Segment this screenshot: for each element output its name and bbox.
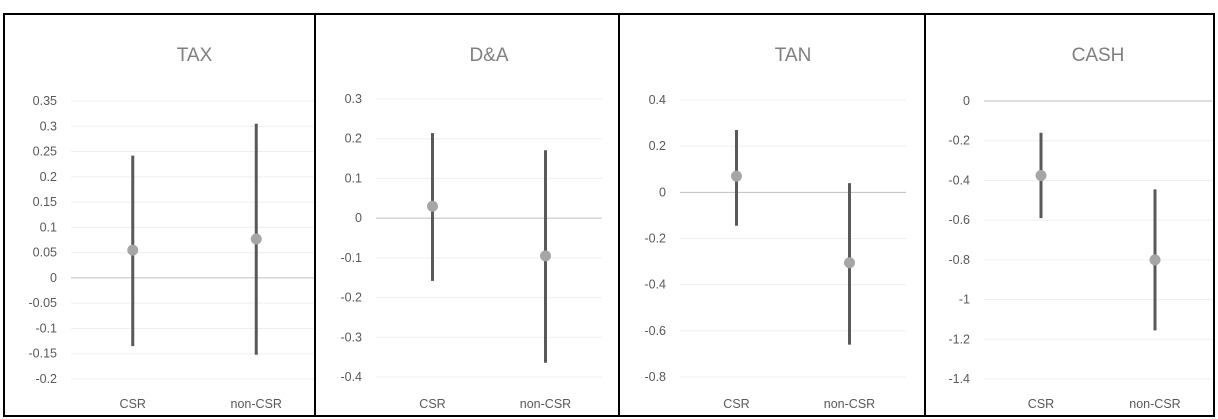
y-tick-label: -0.2 — [35, 372, 57, 386]
y-tick-label: -0.1 — [35, 321, 57, 335]
y-tick-label: 0.15 — [33, 195, 57, 209]
y-tick-label: -0.6 — [948, 213, 970, 227]
y-tick-label: -1.2 — [948, 332, 970, 346]
chart-title: CASH — [1072, 45, 1125, 66]
chart-panel-tan: TAN 0.4 0.2 0 -0.2 -0.4 -0.6 -0.8 CSR non-CSR — [618, 13, 926, 417]
chart-title: D&A — [469, 45, 508, 66]
data-point — [731, 170, 742, 182]
y-tick-label: 0 — [963, 94, 970, 108]
x-tick-label: non-CSR — [1129, 397, 1180, 411]
chart-title: TAN — [775, 45, 812, 66]
y-tick-label: -0.4 — [948, 173, 970, 187]
data-point — [250, 233, 262, 245]
y-tick-label: -0.8 — [948, 253, 970, 267]
data-point — [1035, 169, 1047, 181]
data-point — [127, 244, 139, 256]
y-tick-label: 0.2 — [649, 139, 666, 153]
y-tick-label: 0.2 — [40, 170, 57, 184]
y-tick-label: -0.2 — [340, 291, 362, 305]
y-tick-label: -1.4 — [948, 372, 970, 386]
y-tick-label: -0.6 — [644, 324, 666, 338]
y-tick-label: 0 — [659, 185, 666, 199]
chart-svg-cash: CASH 0 -0.2 -0.4 -0.6 -0.8 -1 -1.2 -1.4 CSR non-CS… — [948, 45, 1212, 411]
data-point — [427, 200, 438, 212]
y-tick-label: 0.25 — [33, 145, 57, 159]
x-tick-label: CSR — [723, 397, 749, 411]
y-tick-label: -0.1 — [340, 251, 362, 265]
y-tick-label: -0.4 — [644, 278, 666, 292]
chart-svg-tax: TAX 0.35 0.3 0.25 0.2 0.15 0.1 0.05 0 -0.05 -0.1 -0… — [29, 45, 314, 411]
y-tick-label: -0.2 — [644, 232, 666, 246]
x-tick-label: CSR — [419, 397, 445, 411]
y-tick-label: 0.35 — [33, 94, 57, 108]
y-tick-label: -0.3 — [340, 330, 362, 344]
y-tick-label: -0.05 — [29, 296, 58, 310]
chart-panel-cash: CASH 0 -0.2 -0.4 -0.6 -0.8 -1 -1.2 -1.4 CSR non-CS… — [924, 13, 1215, 417]
data-point — [844, 257, 855, 269]
y-tick-label: 0 — [355, 211, 362, 225]
y-tick-label: -0.15 — [29, 347, 58, 361]
y-tick-label: 0.05 — [33, 246, 57, 260]
chart-panel-tax: TAX 0.35 0.3 0.25 0.2 0.15 0.1 0.05 0 -0.05 -0.1 -0… — [3, 13, 316, 417]
y-tick-label: 0.3 — [40, 119, 57, 133]
x-tick-label: non-CSR — [824, 397, 875, 411]
y-tick-label: 0.1 — [345, 171, 362, 185]
y-tick-label: -0.2 — [948, 134, 970, 148]
chart-title: TAX — [177, 45, 213, 66]
x-tick-label: non-CSR — [231, 397, 282, 411]
y-tick-label: 0.4 — [649, 93, 666, 107]
y-tick-label: -0.8 — [644, 370, 666, 384]
chart-svg-da: D&A 0.3 0.2 0.1 0 -0.1 -0.2 -0.3 -0.4 CSR non-CSR — [340, 45, 602, 411]
y-tick-label: 0.3 — [345, 92, 362, 106]
data-point — [1149, 254, 1161, 266]
x-tick-label: non-CSR — [520, 397, 571, 411]
data-point — [540, 250, 551, 262]
y-tick-label: 0.2 — [345, 132, 362, 146]
y-tick-label: -1 — [959, 293, 970, 307]
chart-svg-tan: TAN 0.4 0.2 0 -0.2 -0.4 -0.6 -0.8 CSR non-CSR — [644, 45, 906, 411]
x-tick-label: CSR — [1028, 397, 1054, 411]
y-tick-label: 0 — [50, 271, 57, 285]
chart-panel-da: D&A 0.3 0.2 0.1 0 -0.1 -0.2 -0.3 -0.4 CSR non-CSR — [314, 13, 620, 417]
y-tick-label: 0.1 — [40, 220, 57, 234]
x-tick-label: CSR — [120, 397, 146, 411]
y-tick-label: -0.4 — [340, 370, 362, 384]
